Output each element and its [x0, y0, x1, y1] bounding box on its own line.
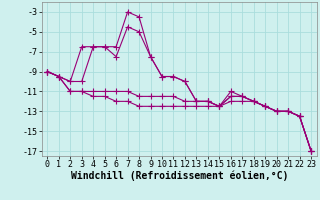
X-axis label: Windchill (Refroidissement éolien,°C): Windchill (Refroidissement éolien,°C)	[70, 171, 288, 181]
